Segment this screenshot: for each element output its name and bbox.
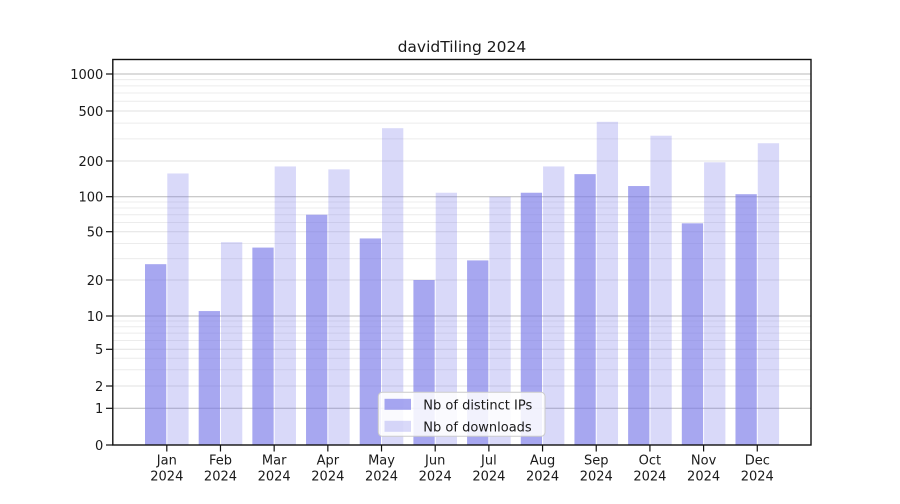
- legend-swatch-distinct-ips: [384, 398, 411, 410]
- bars: [145, 121, 780, 446]
- y-tick-label: 500: [78, 105, 103, 120]
- bar-distinct-ips-nov: [681, 223, 704, 445]
- bar-downloads-jun: [435, 192, 457, 445]
- y-tick-label: 50: [87, 226, 104, 241]
- bar-downloads-may: [382, 128, 404, 445]
- legend-label-downloads: Nb of downloads: [423, 421, 532, 436]
- x-tick-label-month: Feb: [209, 454, 232, 469]
- bar-downloads-dec: [757, 143, 780, 446]
- x-tick-label-year: 2024: [687, 470, 720, 485]
- bar-downloads-oct: [650, 135, 672, 445]
- x-tick-label-year: 2024: [419, 470, 452, 485]
- bar-downloads-mar: [274, 166, 296, 445]
- bar-distinct-ips-feb: [198, 311, 220, 445]
- x-tick-label-year: 2024: [204, 470, 237, 485]
- bar-downloads-sep: [596, 121, 619, 445]
- y-tick-label: 0: [95, 439, 103, 454]
- y-axis-tick-labels: 0 1 2 5 10 20 50 100 200 500 1000: [70, 68, 103, 454]
- y-tick-label: 200: [78, 155, 103, 170]
- x-tick-label-month: Oct: [639, 454, 661, 469]
- legend-swatch-downloads: [384, 420, 411, 432]
- bar-distinct-ips-aug: [520, 192, 543, 445]
- legend: Nb of distinct IPs Nb of downloads: [377, 391, 546, 437]
- chart-title: davidTiling 2024: [398, 38, 527, 56]
- bar-distinct-ips-dec: [735, 194, 757, 445]
- y-tick-label: 5: [95, 343, 103, 358]
- x-tick-label-month: Jan: [156, 454, 177, 469]
- axis-ticks: [106, 73, 758, 452]
- x-axis-tick-labels: Jan2024Feb2024Mar2024Apr2024May2024Jun20…: [150, 454, 774, 485]
- x-tick-label-year: 2024: [472, 470, 505, 485]
- x-tick-label-month: Nov: [691, 454, 717, 469]
- x-tick-label-month: Sep: [584, 454, 609, 469]
- legend-box: [377, 391, 546, 437]
- bar-downloads-jul: [489, 196, 511, 445]
- bar-downloads-feb: [220, 242, 243, 445]
- plot-border: [112, 58, 812, 446]
- x-tick-label-year: 2024: [580, 470, 613, 485]
- legend-label-distinct-ips: Nb of distinct IPs: [423, 399, 532, 414]
- bar-distinct-ips-apr: [306, 214, 328, 445]
- y-tick-label: 10: [87, 310, 104, 325]
- x-tick-label-month: May: [368, 454, 395, 469]
- bar-distinct-ips-mar: [252, 247, 274, 445]
- y-tick-label: 2: [95, 380, 103, 395]
- x-tick-label-year: 2024: [741, 470, 774, 485]
- bar-distinct-ips-jan: [145, 264, 167, 445]
- x-tick-label-year: 2024: [150, 470, 183, 485]
- x-tick-label-month: Jun: [424, 454, 445, 469]
- bar-distinct-ips-oct: [628, 186, 650, 445]
- y-tick-label: 100: [78, 191, 103, 206]
- x-tick-label-year: 2024: [311, 470, 344, 485]
- x-tick-label-year: 2024: [258, 470, 291, 485]
- x-tick-label-month: Aug: [530, 454, 555, 469]
- bar-downloads-nov: [704, 162, 726, 446]
- y-tick-label: 1: [95, 402, 103, 417]
- x-tick-label-month: Apr: [317, 454, 340, 469]
- bar-downloads-aug: [543, 166, 565, 445]
- x-tick-label-month: Mar: [262, 454, 287, 469]
- bar-distinct-ips-may: [359, 238, 382, 445]
- x-tick-label-year: 2024: [633, 470, 666, 485]
- x-tick-label-year: 2024: [526, 470, 559, 485]
- x-tick-label-month: Jul: [480, 454, 497, 469]
- y-tick-label: 1000: [70, 68, 103, 83]
- bar-distinct-ips-sep: [574, 174, 596, 445]
- y-tick-label: 20: [87, 274, 104, 289]
- bar-downloads-jan: [167, 173, 189, 445]
- x-tick-label-month: Dec: [745, 454, 770, 469]
- bar-downloads-apr: [328, 169, 350, 445]
- x-tick-label-year: 2024: [365, 470, 398, 485]
